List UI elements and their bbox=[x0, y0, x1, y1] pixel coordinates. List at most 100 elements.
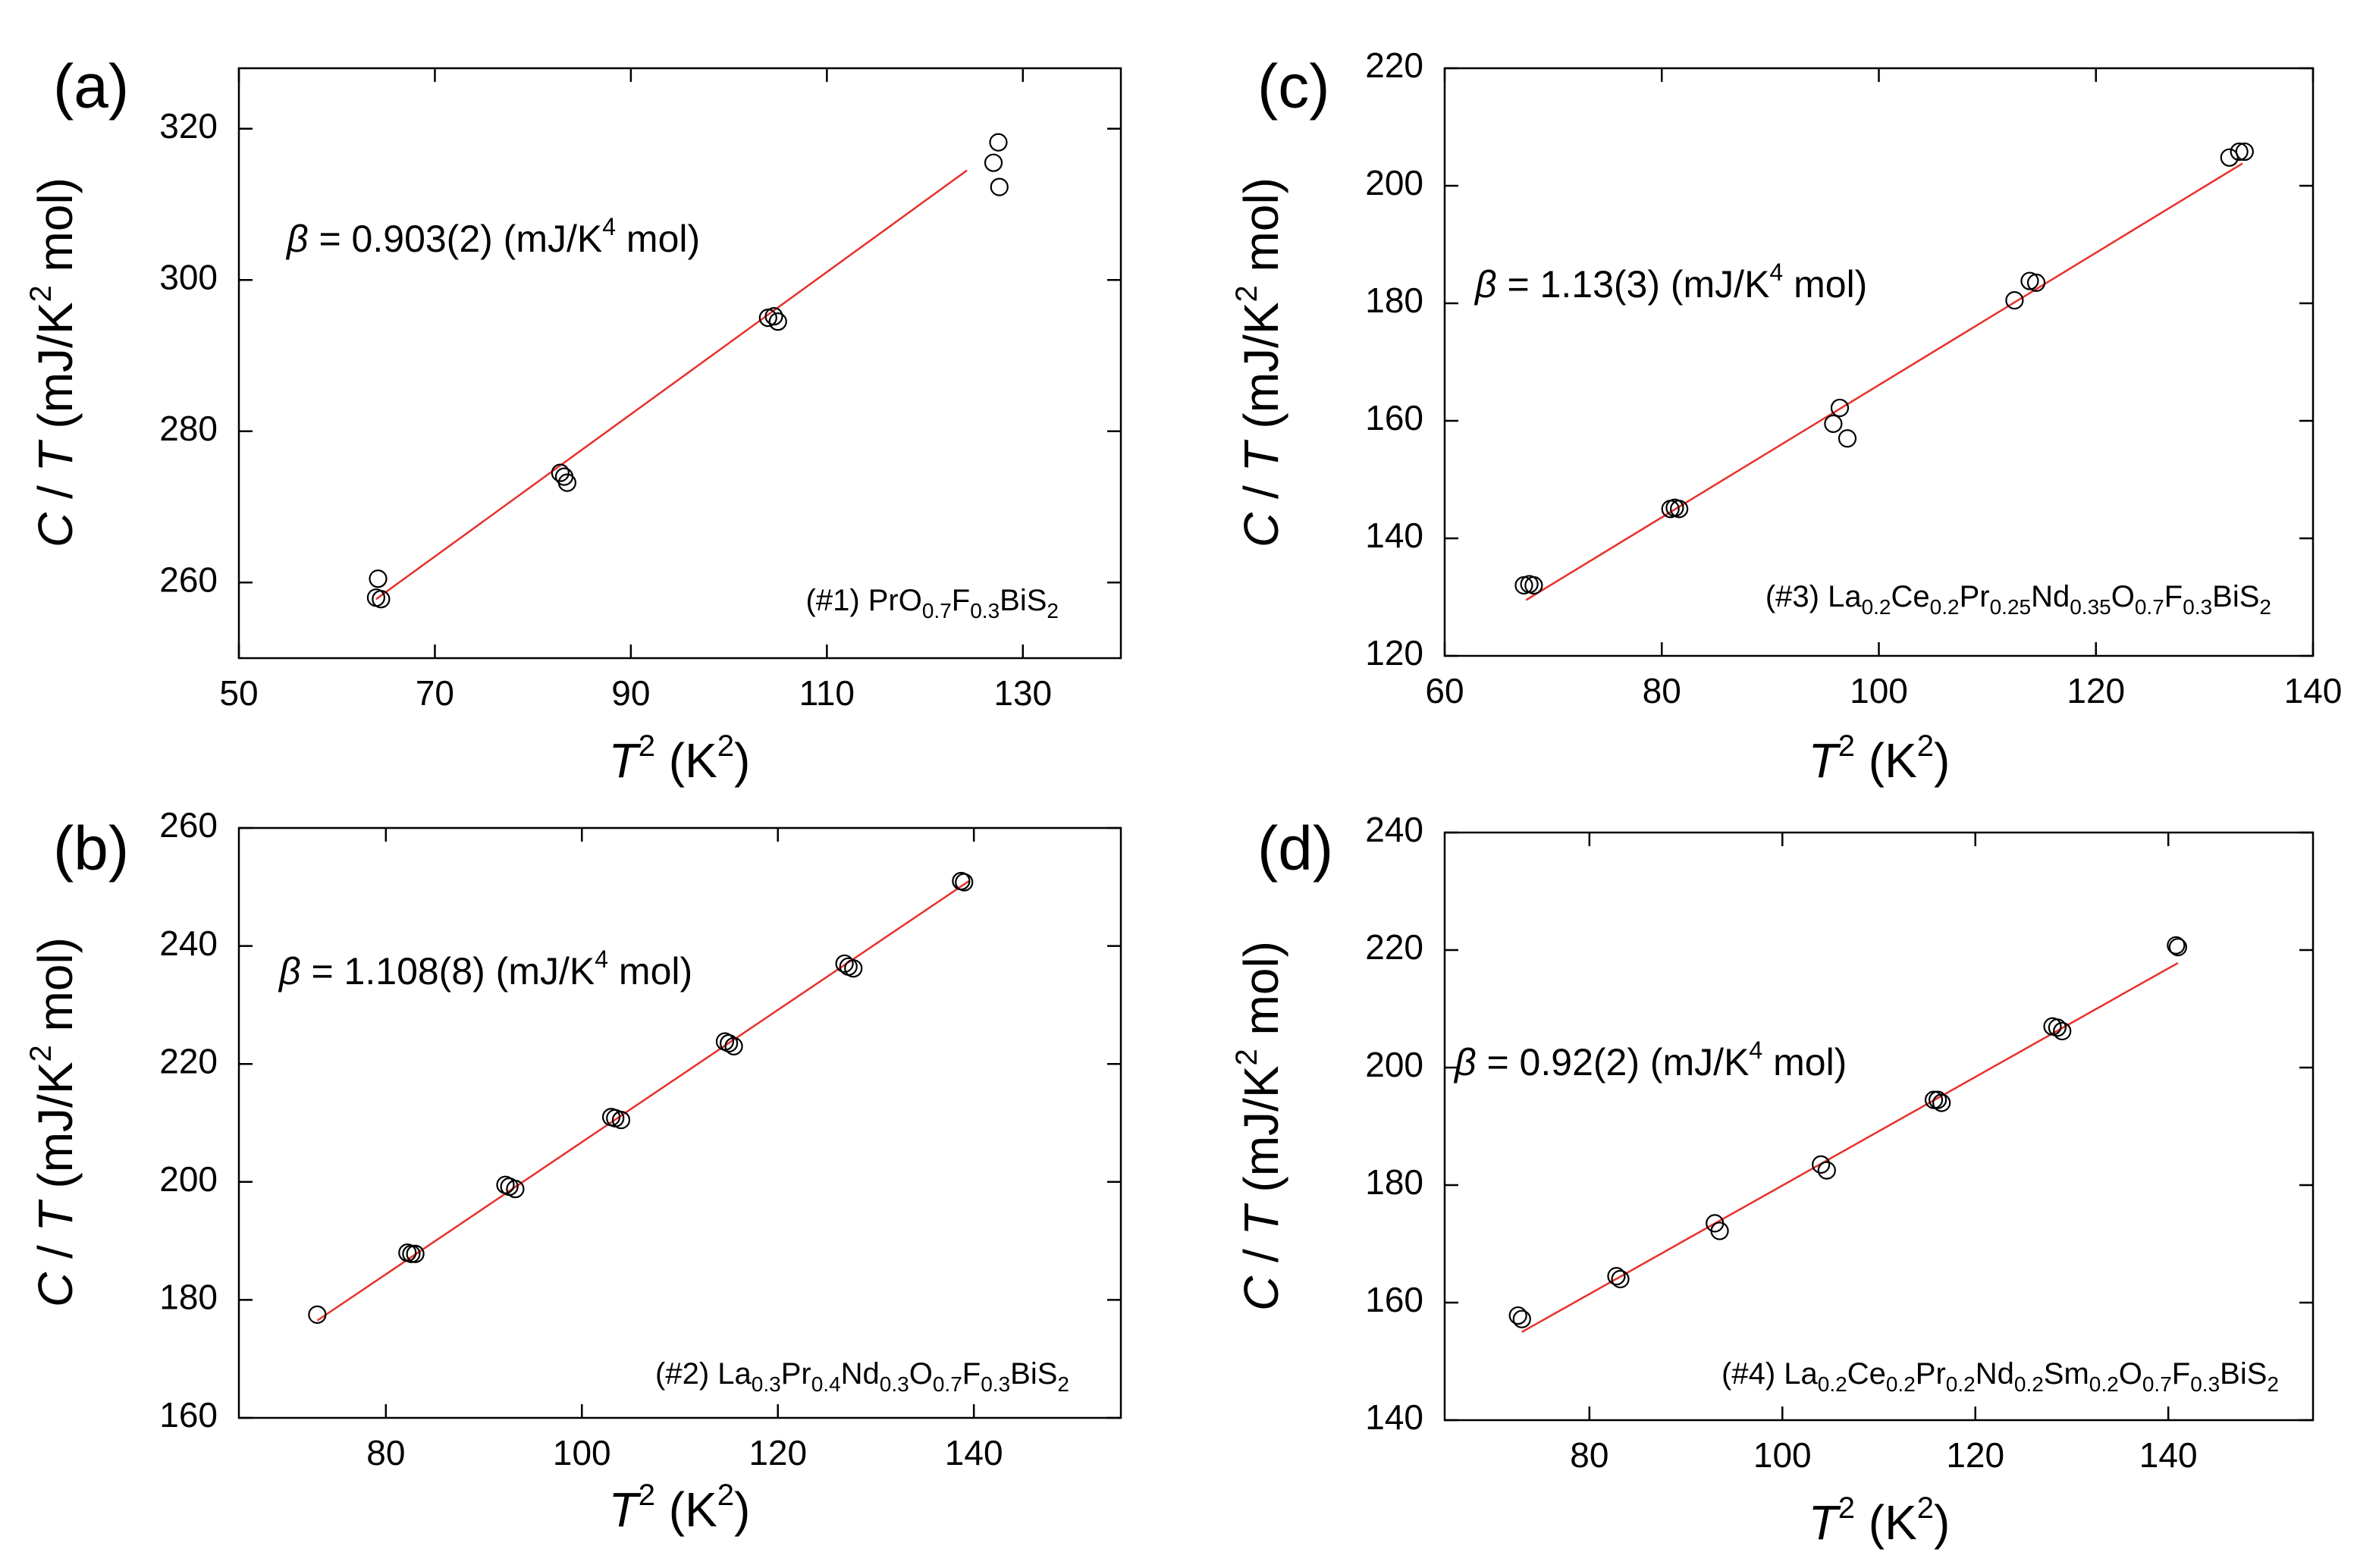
x-tick-label: 120 bbox=[749, 1433, 807, 1472]
y-tick-label: 160 bbox=[1365, 1280, 1423, 1319]
data-point bbox=[1838, 429, 1857, 448]
data-point bbox=[551, 463, 570, 482]
data-point bbox=[557, 473, 576, 492]
y-tick-label: 260 bbox=[159, 805, 218, 845]
x-tick-label: 80 bbox=[366, 1433, 405, 1472]
data-point bbox=[2230, 142, 2249, 162]
data-point bbox=[768, 312, 787, 331]
y-tick-label: 260 bbox=[159, 560, 218, 599]
y-tick-label: 140 bbox=[1365, 1397, 1423, 1437]
x-axis-label: T2 (K2) bbox=[1809, 729, 1951, 788]
data-point bbox=[1512, 1309, 1531, 1328]
y-axis-label: C / T (mJ/K2 mol) bbox=[24, 177, 83, 547]
x-tick-label: 140 bbox=[2139, 1435, 2198, 1475]
fit-line bbox=[1525, 162, 2243, 601]
data-point bbox=[1670, 500, 1689, 519]
plot-frame bbox=[237, 67, 1122, 660]
fit-line bbox=[316, 880, 970, 1322]
x-tick-label: 100 bbox=[1850, 671, 1908, 710]
y-tick-label: 140 bbox=[1365, 516, 1423, 555]
data-point bbox=[308, 1305, 327, 1324]
data-point bbox=[1607, 1267, 1626, 1286]
data-point bbox=[2167, 936, 2186, 955]
data-point bbox=[2168, 938, 2187, 957]
data-point bbox=[955, 873, 974, 892]
x-tick-label: 120 bbox=[1946, 1435, 2004, 1475]
y-axis-label: C / T (mJ/K2 mol) bbox=[1230, 941, 1288, 1311]
data-point bbox=[835, 954, 854, 974]
x-tick-label: 50 bbox=[219, 673, 258, 713]
y-tick-label: 240 bbox=[1365, 810, 1423, 849]
panel-c: (c) 60 80 100 120 140 120 140 160 180 200 220 β = 1.… bbox=[1230, 45, 2342, 788]
y-tick-label: 200 bbox=[1365, 163, 1423, 202]
y-tick-label: 160 bbox=[159, 1395, 218, 1435]
fit-line bbox=[1521, 961, 2179, 1333]
data-point bbox=[2235, 142, 2254, 162]
x-tick-label: 100 bbox=[1753, 1435, 1812, 1475]
data-point bbox=[984, 153, 1003, 172]
panel-label: (b) bbox=[53, 814, 129, 883]
data-point bbox=[1524, 575, 1543, 595]
y-tick-label: 120 bbox=[1365, 633, 1423, 673]
data-point bbox=[402, 1244, 421, 1263]
data-point bbox=[2026, 273, 2046, 292]
y-tick-label: 280 bbox=[159, 409, 218, 448]
data-point bbox=[406, 1244, 425, 1263]
sample-label: (#3) La0.2Ce0.2Pr0.25Nd0.35O0.7F0.3BiS2 bbox=[1765, 580, 2271, 619]
data-point bbox=[611, 1111, 631, 1130]
data-point bbox=[1611, 1269, 1630, 1289]
data-point bbox=[1929, 1090, 1947, 1109]
data-point bbox=[372, 590, 391, 609]
panel-a: (a) 50 70 90 110 130 260 280 300 320 β = 0.903(2) … bbox=[24, 52, 1122, 788]
panel-label: (c) bbox=[1257, 52, 1330, 121]
y-tick-label: 180 bbox=[159, 1278, 218, 1317]
data-point bbox=[369, 569, 388, 588]
sample-label: (#4) La0.2Ce0.2Pr0.2Nd0.2Sm0.2O0.7F0.3Bi… bbox=[1721, 1357, 2279, 1396]
data-point bbox=[2005, 291, 2024, 310]
y-tick-label: 240 bbox=[159, 924, 218, 963]
x-tick-label: 70 bbox=[416, 673, 454, 713]
y-tick-label: 200 bbox=[1365, 1045, 1423, 1084]
data-point bbox=[1817, 1161, 1836, 1180]
data-point bbox=[764, 307, 783, 326]
data-point bbox=[2053, 1021, 2072, 1041]
beta-annotation: β = 0.903(2) (mJ/K4 mol) bbox=[285, 213, 700, 260]
plot-frame bbox=[237, 826, 1122, 1419]
data-point bbox=[1710, 1221, 1729, 1240]
beta-annotation: β = 1.13(3) (mJ/K4 mol) bbox=[1474, 259, 1867, 306]
y-tick-label: 320 bbox=[159, 106, 218, 146]
y-tick-label: 220 bbox=[1365, 927, 1423, 967]
data-point bbox=[724, 1036, 743, 1055]
sample-label: (#1) PrO0.7F0.3BiS2 bbox=[806, 584, 1059, 622]
data-point bbox=[1830, 398, 1850, 418]
data-point bbox=[2220, 148, 2239, 167]
y-tick-label: 220 bbox=[1365, 45, 1423, 85]
panel-label: (d) bbox=[1257, 814, 1333, 883]
y-tick-label: 220 bbox=[159, 1041, 218, 1080]
x-tick-label: 140 bbox=[2284, 671, 2343, 710]
data-point bbox=[844, 959, 863, 978]
y-axis-label: C / T (mJ/K2 mol) bbox=[24, 937, 83, 1307]
x-tick-label: 140 bbox=[945, 1433, 1003, 1472]
fit-line bbox=[375, 169, 968, 601]
data-point bbox=[1508, 1306, 1527, 1325]
data-point bbox=[720, 1033, 739, 1053]
data-point bbox=[1812, 1155, 1831, 1174]
data-point bbox=[2048, 1018, 2067, 1037]
panel-d: (d) 80 100 120 140 140 160 180 200 220 240 β = 0.92… bbox=[1230, 810, 2315, 1550]
data-point bbox=[1824, 414, 1843, 433]
plot-frame bbox=[1443, 831, 2315, 1422]
plot-frame bbox=[1443, 67, 2315, 657]
panel-label: (a) bbox=[53, 52, 129, 121]
x-axis-label: T2 (K2) bbox=[609, 1479, 751, 1537]
x-tick-label: 130 bbox=[993, 673, 1052, 713]
panel-b: (b) 80 100 120 140 160 180 200 220 240 260 β = 1.10… bbox=[24, 805, 1122, 1537]
y-tick-label: 300 bbox=[159, 257, 218, 296]
x-tick-label: 110 bbox=[799, 673, 855, 713]
data-point bbox=[1932, 1093, 1951, 1112]
y-tick-label: 180 bbox=[1365, 1162, 1423, 1202]
beta-annotation: β = 1.108(8) (mJ/K4 mol) bbox=[278, 946, 692, 993]
x-tick-label: 60 bbox=[1425, 671, 1464, 710]
y-tick-label: 160 bbox=[1365, 398, 1423, 437]
